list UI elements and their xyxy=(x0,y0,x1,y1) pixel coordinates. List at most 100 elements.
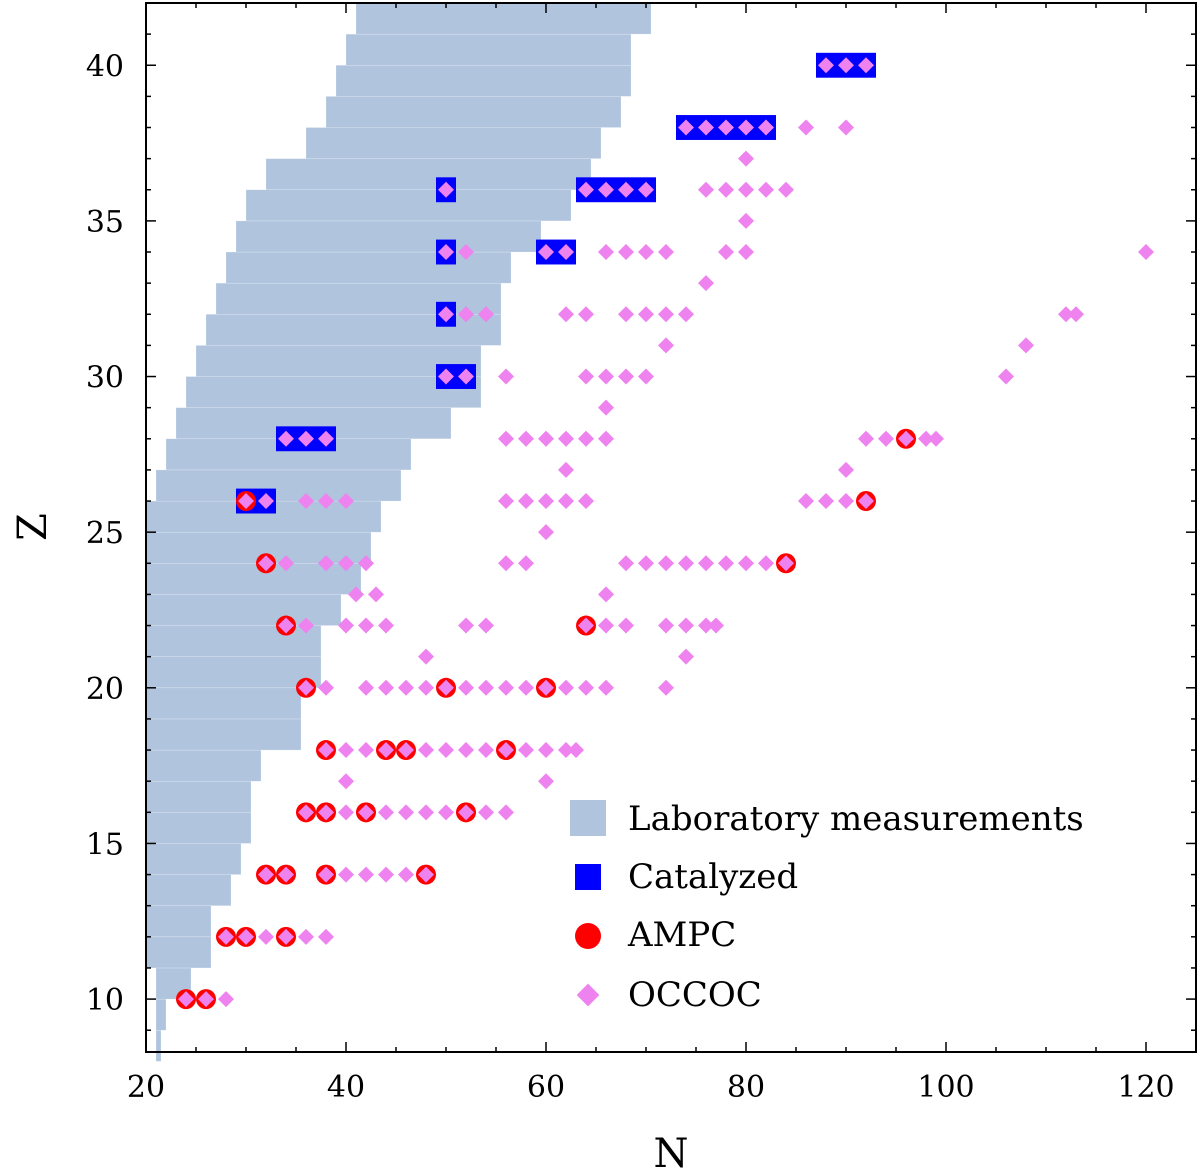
occoc-diamond xyxy=(368,586,384,603)
occoc-diamond xyxy=(418,648,434,665)
occoc-diamond xyxy=(618,555,634,572)
plot-frame xyxy=(145,2,1197,1053)
occoc-diamond xyxy=(578,617,594,634)
occoc-diamond xyxy=(568,742,584,759)
lab-band-row xyxy=(155,1029,162,1062)
occoc-diamond xyxy=(638,306,654,323)
occoc-diamond xyxy=(598,586,614,603)
occoc-diamond xyxy=(458,742,474,759)
lab-band-row xyxy=(145,905,212,938)
occoc-diamond xyxy=(318,928,334,945)
occoc-diamond xyxy=(598,181,614,198)
occoc-diamond xyxy=(238,493,254,510)
x-tick-label: 120 xyxy=(1117,1070,1174,1105)
occoc-diamond xyxy=(438,679,454,696)
occoc-diamond xyxy=(378,866,394,883)
occoc-diamond xyxy=(418,679,434,696)
occoc-diamond xyxy=(578,181,594,198)
occoc-diamond xyxy=(558,742,574,759)
occoc-diamond xyxy=(338,866,354,883)
occoc-diamond xyxy=(538,679,554,696)
occoc-diamond xyxy=(378,679,394,696)
y-tick-label: 20 xyxy=(86,672,124,707)
occoc-diamond xyxy=(518,430,534,447)
tick-labels: 20 40 60 80 100 120 10 15 20 25 30 35 40 xyxy=(86,49,1175,1105)
occoc-diamond xyxy=(928,430,944,447)
occoc-diamond xyxy=(678,555,694,572)
occoc-diamond xyxy=(518,742,534,759)
lab-band-row xyxy=(215,282,502,315)
occoc-diamond xyxy=(738,244,754,261)
lab-band-row xyxy=(325,96,622,128)
occoc-diamond xyxy=(298,430,314,447)
occoc-diamond xyxy=(678,617,694,634)
occoc-diamond xyxy=(578,430,594,447)
lab-band-row xyxy=(265,158,592,191)
lab-band-row xyxy=(335,65,632,97)
occoc-diamond xyxy=(998,368,1014,385)
legend-swatch-lab xyxy=(570,800,606,836)
occoc-diamond xyxy=(258,928,274,945)
lab-band-row xyxy=(145,594,342,626)
x-tick-label: 60 xyxy=(527,1070,565,1105)
occoc-diamond xyxy=(458,368,474,385)
occoc-diamond xyxy=(698,119,714,136)
occoc-diamond xyxy=(318,742,334,759)
lab-band-row xyxy=(305,127,602,159)
lab-band-row xyxy=(145,718,302,751)
occoc-diamond xyxy=(598,399,614,416)
occoc-diamond xyxy=(558,493,574,510)
occoc-diamond xyxy=(438,804,454,821)
legend-swatch-catalyzed xyxy=(575,864,601,890)
occoc-diamond xyxy=(198,991,214,1008)
lab-band-row xyxy=(145,687,302,720)
occoc-diamond xyxy=(398,804,414,821)
lab-band-row xyxy=(155,998,167,1031)
occoc-diamond xyxy=(758,181,774,198)
occoc-diamond xyxy=(318,866,334,883)
occoc-diamond xyxy=(258,493,274,510)
occoc-diamond xyxy=(578,679,594,696)
occoc-diamond xyxy=(318,804,334,821)
occoc-diamond xyxy=(618,181,634,198)
occoc-diamond xyxy=(498,679,514,696)
lab-measurements-layer xyxy=(145,2,652,1062)
occoc-diamond xyxy=(578,368,594,385)
occoc-diamond xyxy=(318,430,334,447)
occoc-diamond xyxy=(658,244,674,261)
lab-band-row xyxy=(145,874,232,906)
y-axis-title: Z xyxy=(10,513,56,541)
occoc-diamond xyxy=(218,928,234,945)
occoc-diamond xyxy=(498,804,514,821)
occoc-diamond xyxy=(618,368,634,385)
legend-label-occoc: OCCOC xyxy=(628,975,762,1015)
occoc-diamond xyxy=(378,742,394,759)
occoc-diamond xyxy=(578,493,594,510)
occoc-diamond xyxy=(458,679,474,696)
lab-band-row xyxy=(345,33,632,66)
y-tick-label: 40 xyxy=(86,49,124,84)
occoc-diamond xyxy=(458,306,474,323)
occoc-diamond xyxy=(258,866,274,883)
occoc-diamond xyxy=(858,493,874,510)
x-tick-label: 100 xyxy=(917,1070,974,1105)
occoc-diamond xyxy=(278,430,294,447)
occoc-diamond xyxy=(358,555,374,572)
legend-label-lab: Laboratory measurements xyxy=(628,799,1084,839)
occoc-diamond xyxy=(298,617,314,634)
occoc-diamond xyxy=(378,617,394,634)
occoc-diamond xyxy=(498,742,514,759)
occoc-diamond xyxy=(458,244,474,261)
occoc-diamond xyxy=(1018,337,1034,354)
occoc-diamond xyxy=(658,555,674,572)
x-tick-label: 80 xyxy=(727,1070,765,1105)
occoc-diamond xyxy=(598,244,614,261)
occoc-diamond xyxy=(318,493,334,510)
occoc-diamond xyxy=(318,555,334,572)
occoc-diamond xyxy=(598,430,614,447)
occoc-diamond xyxy=(478,679,494,696)
occoc-diamond xyxy=(658,617,674,634)
lab-band-row xyxy=(185,376,482,408)
occoc-diamond xyxy=(1138,244,1154,261)
